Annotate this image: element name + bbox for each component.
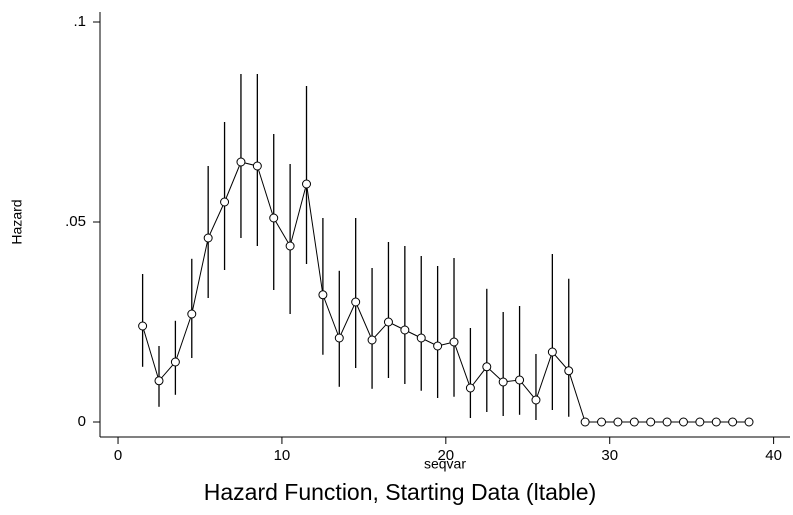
point bbox=[515, 375, 525, 385]
point bbox=[236, 157, 246, 167]
chart-title: Hazard Function, Starting Data (ltable) bbox=[204, 479, 596, 505]
point bbox=[482, 362, 492, 372]
point bbox=[351, 297, 361, 307]
point bbox=[662, 417, 672, 427]
point bbox=[400, 325, 410, 335]
point bbox=[334, 333, 344, 343]
point bbox=[187, 309, 197, 319]
x-tick-label: 40 bbox=[765, 447, 782, 464]
point bbox=[498, 377, 508, 387]
point bbox=[711, 417, 721, 427]
y-tick-label: 0 bbox=[78, 413, 86, 430]
point bbox=[613, 417, 623, 427]
point bbox=[220, 197, 230, 207]
point bbox=[597, 417, 607, 427]
point bbox=[629, 417, 639, 427]
x-tick-label: 30 bbox=[601, 447, 618, 464]
point bbox=[138, 321, 148, 331]
point bbox=[564, 366, 574, 376]
point bbox=[433, 341, 443, 351]
x-tick-label: 20 bbox=[437, 447, 454, 464]
point bbox=[269, 213, 279, 223]
point bbox=[580, 417, 590, 427]
point bbox=[646, 417, 656, 427]
y-tick-label: .05 bbox=[65, 213, 86, 230]
point bbox=[203, 233, 213, 243]
x-tick-label: 0 bbox=[114, 447, 122, 464]
point bbox=[154, 376, 164, 386]
point bbox=[531, 395, 541, 405]
point bbox=[302, 179, 312, 189]
point bbox=[416, 333, 426, 343]
point bbox=[318, 290, 328, 300]
hazard-line bbox=[142, 161, 750, 423]
point bbox=[170, 357, 180, 367]
x-tick-label: 10 bbox=[274, 447, 291, 464]
x-axis-label: seqvar bbox=[424, 456, 466, 472]
point bbox=[449, 337, 459, 347]
point bbox=[252, 161, 262, 171]
point bbox=[367, 335, 377, 345]
point bbox=[465, 383, 475, 393]
point bbox=[744, 417, 754, 427]
y-axis-label: Hazard bbox=[9, 199, 25, 244]
point bbox=[285, 241, 295, 251]
point bbox=[383, 317, 393, 327]
point bbox=[695, 417, 705, 427]
point bbox=[547, 347, 557, 357]
point bbox=[728, 417, 738, 427]
y-tick-label: .1 bbox=[73, 13, 86, 30]
point bbox=[678, 417, 688, 427]
